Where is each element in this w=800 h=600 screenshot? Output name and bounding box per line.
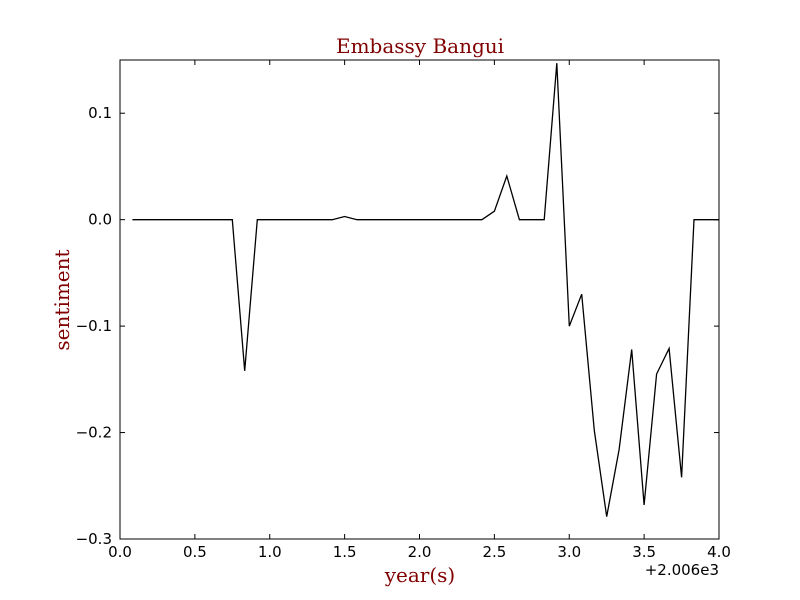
y-tick-label: −0.1 (76, 317, 112, 335)
y-axis-label: sentiment (50, 249, 74, 350)
x-tick-label: 0.5 (183, 543, 207, 561)
y-tick-label: 0.1 (88, 104, 112, 122)
y-axis-ticks: −0.3 −0.2 −0.1 0.0 0.1 (76, 104, 719, 548)
y-tick-label: −0.2 (76, 424, 112, 442)
x-tick-label: 1.0 (258, 543, 282, 561)
x-tick-label: 3.0 (557, 543, 581, 561)
x-tick-label: 3.5 (632, 543, 656, 561)
x-tick-label: 0.0 (108, 543, 132, 561)
x-offset-label: +2.006e3 (645, 561, 719, 579)
sentiment-series-line (132, 63, 719, 517)
y-tick-label: −0.3 (76, 530, 112, 548)
x-tick-label: 2.0 (408, 543, 432, 561)
y-tick-label: 0.0 (88, 211, 112, 229)
x-tick-label: 2.5 (482, 543, 506, 561)
x-axis-label: year(s) (384, 563, 456, 587)
chart-title: Embassy Bangui (336, 34, 504, 58)
x-tick-label: 1.5 (333, 543, 357, 561)
x-axis-ticks: 0.0 0.5 1.0 1.5 2.0 2.5 3.0 3.5 4.0 (108, 60, 731, 561)
plot-frame (119, 59, 720, 540)
x-tick-label: 4.0 (707, 543, 731, 561)
series-layer (132, 63, 719, 517)
